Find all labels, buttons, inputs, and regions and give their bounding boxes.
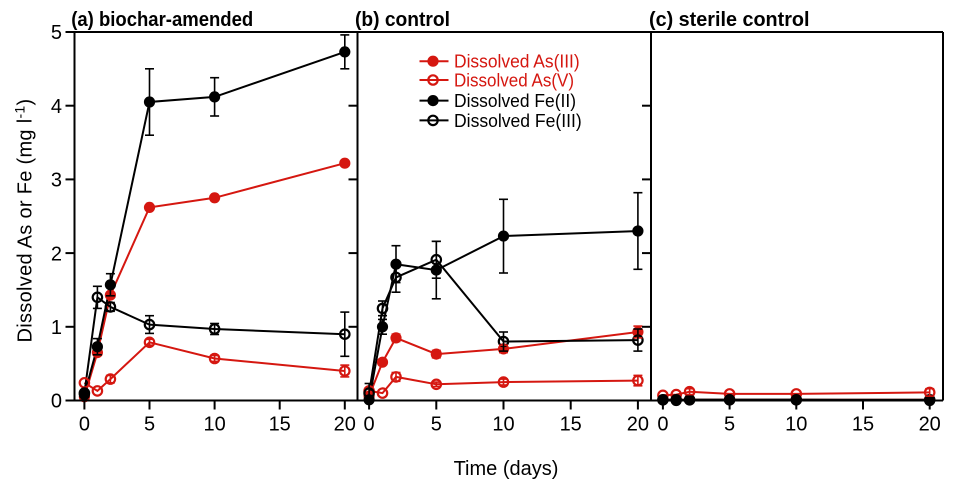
svg-text:4: 4 — [51, 96, 62, 118]
svg-text:10: 10 — [785, 414, 807, 436]
svg-text:Time (days): Time (days) — [454, 458, 559, 480]
svg-text:10: 10 — [203, 414, 225, 436]
svg-text:5: 5 — [144, 414, 155, 436]
svg-text:(b) control: (b) control — [355, 9, 450, 31]
svg-text:Dissolved As(V): Dissolved As(V) — [454, 71, 574, 91]
svg-text:Dissolved As or Fe (mg l-1): Dissolved As or Fe (mg l-1) — [12, 99, 37, 343]
svg-text:0: 0 — [657, 414, 668, 436]
svg-text:20: 20 — [627, 414, 649, 436]
svg-text:5: 5 — [51, 22, 62, 44]
svg-text:0: 0 — [79, 414, 90, 436]
svg-text:5: 5 — [724, 414, 735, 436]
svg-text:1: 1 — [51, 317, 62, 339]
svg-text:(a) biochar-amended: (a) biochar-amended — [71, 9, 253, 31]
svg-text:Dissolved Fe(III): Dissolved Fe(III) — [454, 111, 582, 131]
svg-text:Dissolved Fe(II): Dissolved Fe(II) — [454, 91, 576, 111]
svg-text:0: 0 — [364, 414, 375, 436]
svg-text:0: 0 — [51, 391, 62, 413]
svg-text:5: 5 — [431, 414, 442, 436]
svg-text:Dissolved As(III): Dissolved As(III) — [454, 52, 580, 72]
svg-text:20: 20 — [919, 414, 941, 436]
svg-text:15: 15 — [560, 414, 582, 436]
svg-text:15: 15 — [269, 414, 291, 436]
svg-text:15: 15 — [852, 414, 874, 436]
svg-text:3: 3 — [51, 170, 62, 192]
svg-text:10: 10 — [492, 414, 514, 436]
svg-text:(c) sterile control: (c) sterile control — [649, 9, 810, 31]
svg-text:20: 20 — [334, 414, 356, 436]
svg-text:2: 2 — [51, 243, 62, 265]
